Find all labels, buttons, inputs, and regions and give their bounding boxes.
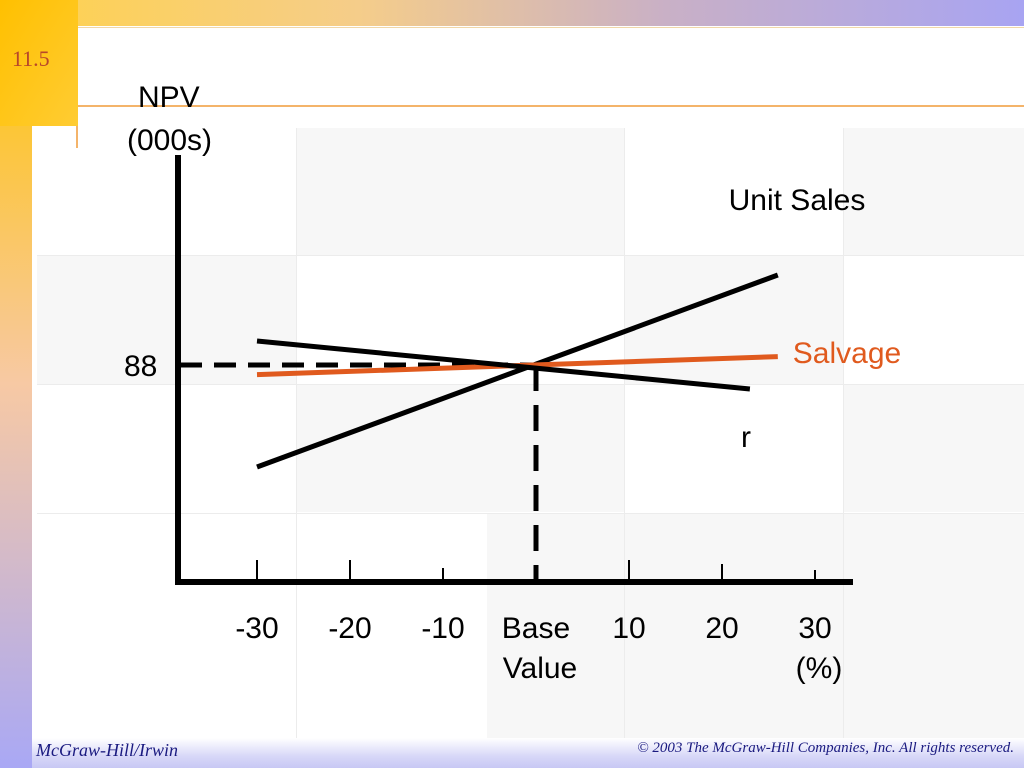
x-tick-label-line2: Value: [503, 652, 578, 685]
top-gradient-bar: [0, 0, 1024, 26]
x-tick-label: -30: [235, 612, 278, 645]
x-tick-label: 10: [612, 612, 645, 645]
x-tick-label: 20: [705, 612, 738, 645]
grid-line: [37, 513, 1024, 514]
series-label-unit-sales: Unit Sales: [729, 184, 866, 217]
top-rule: [78, 27, 1024, 28]
grid-cell: [487, 514, 1024, 740]
grid-line: [37, 255, 1024, 256]
x-tick-label-line2: (%): [796, 652, 843, 685]
x-tick-label: Base: [502, 612, 570, 645]
footer-publisher: McGraw-Hill/Irwin: [36, 740, 178, 760]
corner-box: [0, 0, 78, 126]
slide-number: 11.5: [12, 46, 50, 71]
base-npv-label: 88: [124, 350, 157, 383]
corner-rule: [76, 126, 78, 148]
series-line-r: [256, 338, 751, 392]
grid-line: [37, 384, 1024, 385]
grid-cell: [296, 384, 624, 512]
series-label-r: r: [741, 421, 751, 454]
footer-bar: [32, 738, 1024, 768]
grid-line: [624, 128, 625, 740]
left-gradient-bar: [0, 0, 32, 768]
series-line-unit-sales: [256, 272, 779, 470]
x-tick-label: 30: [798, 612, 831, 645]
y-axis-label-line1: NPV: [138, 81, 200, 114]
grid-line: [843, 128, 844, 740]
x-tick-label: -10: [421, 612, 464, 645]
grid-cell: [843, 128, 1024, 256]
title-rule: [78, 105, 1024, 107]
x-tick-label: -20: [328, 612, 371, 645]
series-label-salvage: Salvage: [793, 337, 901, 370]
grid-cell: [296, 128, 624, 256]
grid-cell: [843, 384, 1024, 512]
y-axis-label-line2: (000s): [127, 124, 212, 157]
grid-line: [296, 128, 297, 740]
footer-copyright: © 2003 The McGraw-Hill Companies, Inc. A…: [637, 740, 1014, 756]
